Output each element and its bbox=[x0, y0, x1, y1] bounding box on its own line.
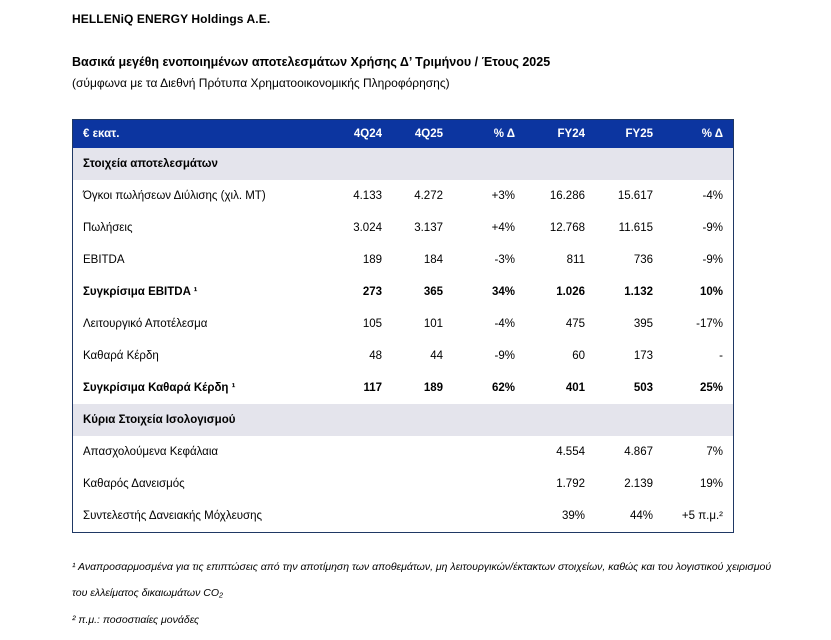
column-header-fy25: FY25 bbox=[625, 128, 654, 140]
row-label: Απασχολούμενα Κεφάλαια bbox=[83, 446, 219, 458]
cell-value: 1.792 bbox=[556, 478, 585, 490]
row-label: Καθαρός Δανεισμός bbox=[83, 478, 185, 490]
cell-value: 189 bbox=[362, 254, 382, 266]
row-label: Πωλήσεις bbox=[83, 222, 133, 234]
cell-value: 10% bbox=[699, 286, 723, 298]
column-header-4q25: 4Q25 bbox=[414, 128, 443, 140]
cell-value: 101 bbox=[423, 318, 443, 330]
table-row: Συντελεστής Δανειακής Μόχλευσης 39% 44% +5 … bbox=[73, 500, 733, 532]
table-row: Λειτουργικό Αποτέλεσμα 105 101 -4% 475 395 -17… bbox=[73, 308, 733, 340]
cell-value: 4.554 bbox=[556, 446, 585, 458]
cell-value: 62% bbox=[491, 382, 515, 394]
cell-value: 60 bbox=[572, 350, 585, 362]
cell-value: 15.617 bbox=[617, 190, 653, 202]
title-block: Βασικά μεγέθη ενοποιημένων αποτελεσμάτων… bbox=[72, 55, 831, 90]
row-label: Λειτουργικό Αποτέλεσμα bbox=[83, 318, 208, 330]
table-row: EBITDA 189 184 -3% 811 736 -9% bbox=[73, 244, 733, 276]
cell-value: 48 bbox=[369, 350, 382, 362]
row-label: Συγκρίσιμα EBITDA ¹ bbox=[83, 286, 198, 298]
row-label: Συγκρίσιμα Καθαρά Κέρδη ¹ bbox=[83, 382, 236, 394]
cell-value: -3% bbox=[494, 254, 515, 266]
cell-value: -4% bbox=[702, 190, 723, 202]
table-row: Πωλήσεις 3.024 3.137 +4% 12.768 11.615 -9% bbox=[73, 212, 733, 244]
row-label: Όγκοι πωλήσεων Διύλισης (χιλ. ΜΤ) bbox=[83, 190, 266, 202]
column-header-delta-fy: % Δ bbox=[701, 128, 723, 140]
cell-value: 3.024 bbox=[353, 222, 382, 234]
row-label: Καθαρά Κέρδη bbox=[83, 350, 159, 362]
cell-value: 4.867 bbox=[624, 446, 653, 458]
cell-value: 7% bbox=[706, 446, 723, 458]
cell-value: 401 bbox=[565, 382, 585, 394]
cell-value: -9% bbox=[702, 254, 723, 266]
cell-value: - bbox=[719, 350, 723, 362]
cell-value: -17% bbox=[696, 318, 723, 330]
cell-value: -9% bbox=[494, 350, 515, 362]
column-header-fy24: FY24 bbox=[557, 128, 586, 140]
cell-value: 25% bbox=[699, 382, 723, 394]
cell-value: 395 bbox=[633, 318, 653, 330]
cell-value: 1.026 bbox=[556, 286, 585, 298]
footnote-2: ² π.μ.: ποσοστιαίες μονάδες bbox=[72, 613, 200, 626]
cell-value: 12.768 bbox=[549, 222, 585, 234]
cell-value: 105 bbox=[362, 318, 382, 330]
cell-value: 273 bbox=[362, 286, 382, 298]
cell-value: +4% bbox=[491, 222, 515, 234]
cell-value: 39% bbox=[561, 510, 585, 522]
cell-value: 503 bbox=[633, 382, 653, 394]
row-label: EBITDA bbox=[83, 254, 125, 266]
cell-value: 4.133 bbox=[353, 190, 382, 202]
page-subtitle: (σύμφωνα με τα Διεθνή Πρότυπα Χρηματοοικ… bbox=[72, 76, 450, 90]
table-row: Απασχολούμενα Κεφάλαια 4.554 4.867 7% bbox=[73, 436, 733, 468]
cell-value: 189 bbox=[423, 382, 443, 394]
company-title: HELLENiQ ENERGY Holdings A.E. bbox=[72, 12, 271, 26]
column-header-delta-q: % Δ bbox=[493, 128, 515, 140]
cell-value: 117 bbox=[363, 382, 382, 394]
table-row: Όγκοι πωλήσεων Διύλισης (χιλ. ΜΤ) 4.133 4.… bbox=[73, 180, 733, 212]
cell-value: +3% bbox=[491, 190, 515, 202]
cell-value: 475 bbox=[565, 318, 585, 330]
cell-value: 365 bbox=[423, 286, 443, 298]
cell-value: -4% bbox=[494, 318, 515, 330]
cell-value: 2.139 bbox=[624, 478, 653, 490]
column-header-4q24: 4Q24 bbox=[353, 128, 382, 140]
cell-value: 184 bbox=[423, 254, 443, 266]
footnotes: ¹ Αναπροσαρμοσμένα για τις επιπτώσεις απ… bbox=[72, 554, 772, 633]
table-row: Καθαρός Δανεισμός 1.792 2.139 19% bbox=[73, 468, 733, 500]
cell-value: 736 bbox=[633, 254, 653, 266]
cell-value: 44 bbox=[430, 350, 443, 362]
section-header: Στοιχεία αποτελεσμάτων bbox=[73, 148, 733, 180]
cell-value: -9% bbox=[702, 222, 723, 234]
page-title: Βασικά μεγέθη ενοποιημένων αποτελεσμάτων… bbox=[72, 55, 551, 69]
cell-value: 3.137 bbox=[414, 222, 443, 234]
table-row: Καθαρά Κέρδη 48 44 -9% 60 173 - bbox=[73, 340, 733, 372]
cell-value: 173 bbox=[633, 350, 653, 362]
cell-value: 1.132 bbox=[624, 286, 653, 298]
cell-value: 19% bbox=[699, 478, 723, 490]
cell-value: 16.286 bbox=[549, 190, 585, 202]
results-table: € εκατ. 4Q24 4Q25 % Δ FY24 FY25 % Δ Στοι… bbox=[72, 119, 734, 533]
cell-value: 811 bbox=[566, 254, 585, 266]
section-header: Κύρια Στοιχεία Ισολογισμού bbox=[73, 404, 733, 436]
cell-value: 11.615 bbox=[618, 222, 653, 234]
table-row: Συγκρίσιμα EBITDA ¹ 273 365 34% 1.026 1.132 10… bbox=[73, 276, 733, 308]
cell-value: 34% bbox=[491, 286, 515, 298]
table-header-row: € εκατ. 4Q24 4Q25 % Δ FY24 FY25 % Δ bbox=[73, 120, 733, 148]
cell-value: 4.272 bbox=[414, 190, 443, 202]
cell-value: +5 π.μ.² bbox=[681, 510, 723, 522]
unit-label: € εκατ. bbox=[83, 128, 120, 140]
table-row: Συγκρίσιμα Καθαρά Κέρδη ¹ 117 189 62% 401 503… bbox=[73, 372, 733, 404]
cell-value: 44% bbox=[629, 510, 653, 522]
footnote-1: ¹ Αναπροσαρμοσμένα για τις επιπτώσεις απ… bbox=[72, 561, 772, 600]
table-body: Στοιχεία αποτελεσμάτων Όγκοι πωλήσεων Διύ… bbox=[73, 148, 733, 532]
row-label: Συντελεστής Δανειακής Μόχλευσης bbox=[83, 510, 263, 522]
